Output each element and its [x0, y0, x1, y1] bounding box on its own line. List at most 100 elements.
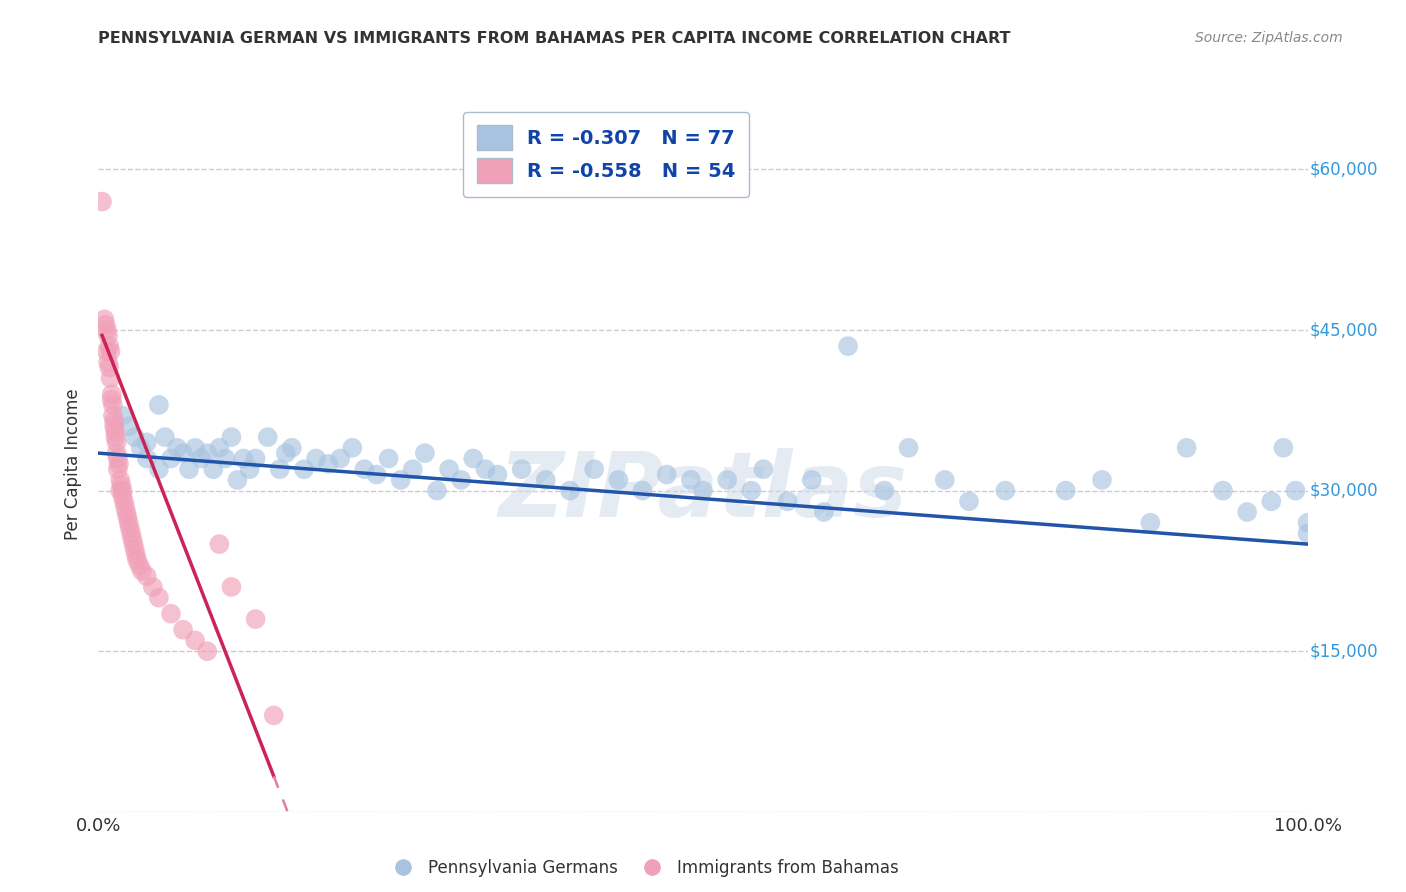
Point	[202, 462, 225, 476]
Y-axis label: Per Capita Income: Per Capita Income	[65, 388, 83, 540]
Point	[103, 419, 125, 434]
Point	[226, 473, 249, 487]
Point	[103, 414, 125, 428]
Point	[97, 355, 120, 369]
Point	[114, 500, 136, 514]
Point	[124, 430, 146, 444]
Point	[101, 409, 124, 423]
Point	[450, 473, 472, 487]
Point	[131, 564, 153, 578]
Point	[184, 633, 207, 648]
Point	[1212, 483, 1234, 498]
Point	[426, 483, 449, 498]
Point	[389, 473, 412, 487]
Point	[160, 607, 183, 621]
Point	[1236, 505, 1258, 519]
Point	[1296, 516, 1319, 530]
Point	[104, 425, 127, 439]
Point	[105, 435, 128, 450]
Point	[172, 446, 194, 460]
Point	[897, 441, 920, 455]
Point	[1139, 516, 1161, 530]
Point	[148, 591, 170, 605]
Point	[96, 323, 118, 337]
Point	[128, 558, 150, 573]
Point	[100, 387, 122, 401]
Point	[120, 526, 142, 541]
Point	[957, 494, 980, 508]
Point	[486, 467, 509, 482]
Point	[607, 473, 630, 487]
Point	[245, 451, 267, 466]
Point	[153, 430, 176, 444]
Point	[111, 409, 134, 423]
Point	[118, 516, 141, 530]
Point	[813, 505, 835, 519]
Point	[837, 339, 859, 353]
Point	[129, 441, 152, 455]
Text: $45,000: $45,000	[1310, 321, 1378, 339]
Point	[118, 521, 141, 535]
Point	[558, 483, 581, 498]
Point	[94, 318, 117, 332]
Point	[221, 580, 243, 594]
Point	[1091, 473, 1114, 487]
Point	[281, 441, 304, 455]
Point	[98, 360, 121, 375]
Point	[107, 462, 129, 476]
Point	[166, 441, 188, 455]
Point	[366, 467, 388, 482]
Point	[108, 473, 131, 487]
Point	[101, 398, 124, 412]
Point	[239, 462, 262, 476]
Point	[142, 580, 165, 594]
Point	[1175, 441, 1198, 455]
Point	[208, 537, 231, 551]
Point	[740, 483, 762, 498]
Point	[752, 462, 775, 476]
Point	[873, 483, 896, 498]
Point	[100, 392, 122, 407]
Point	[100, 371, 122, 385]
Point	[1284, 483, 1306, 498]
Point	[135, 435, 157, 450]
Point	[190, 451, 212, 466]
Text: ZIPatlas: ZIPatlas	[499, 448, 907, 536]
Text: PENNSYLVANIA GERMAN VS IMMIGRANTS FROM BAHAMAS PER CAPITA INCOME CORRELATION CHA: PENNSYLVANIA GERMAN VS IMMIGRANTS FROM B…	[98, 31, 1011, 46]
Point	[510, 462, 533, 476]
Point	[107, 451, 129, 466]
Point	[195, 446, 218, 460]
Point	[124, 542, 146, 557]
Point	[100, 344, 122, 359]
Point	[1272, 441, 1295, 455]
Point	[800, 473, 823, 487]
Point	[104, 430, 127, 444]
Point	[934, 473, 956, 487]
Point	[184, 441, 207, 455]
Point	[160, 451, 183, 466]
Point	[177, 462, 201, 476]
Point	[208, 441, 231, 455]
Point	[195, 644, 218, 658]
Point	[118, 419, 141, 434]
Point	[122, 537, 145, 551]
Point	[679, 473, 702, 487]
Point	[1260, 494, 1282, 508]
Point	[221, 430, 243, 444]
Point	[93, 312, 115, 326]
Point	[402, 462, 425, 476]
Point	[108, 457, 131, 471]
Point	[256, 430, 278, 444]
Point	[112, 494, 135, 508]
Point	[111, 489, 134, 503]
Point	[121, 532, 143, 546]
Point	[463, 451, 485, 466]
Point	[305, 451, 328, 466]
Point	[108, 483, 131, 498]
Point	[1054, 483, 1077, 498]
Point	[534, 473, 557, 487]
Text: $15,000: $15,000	[1310, 642, 1379, 660]
Point	[97, 328, 120, 343]
Point	[172, 623, 194, 637]
Point	[329, 451, 352, 466]
